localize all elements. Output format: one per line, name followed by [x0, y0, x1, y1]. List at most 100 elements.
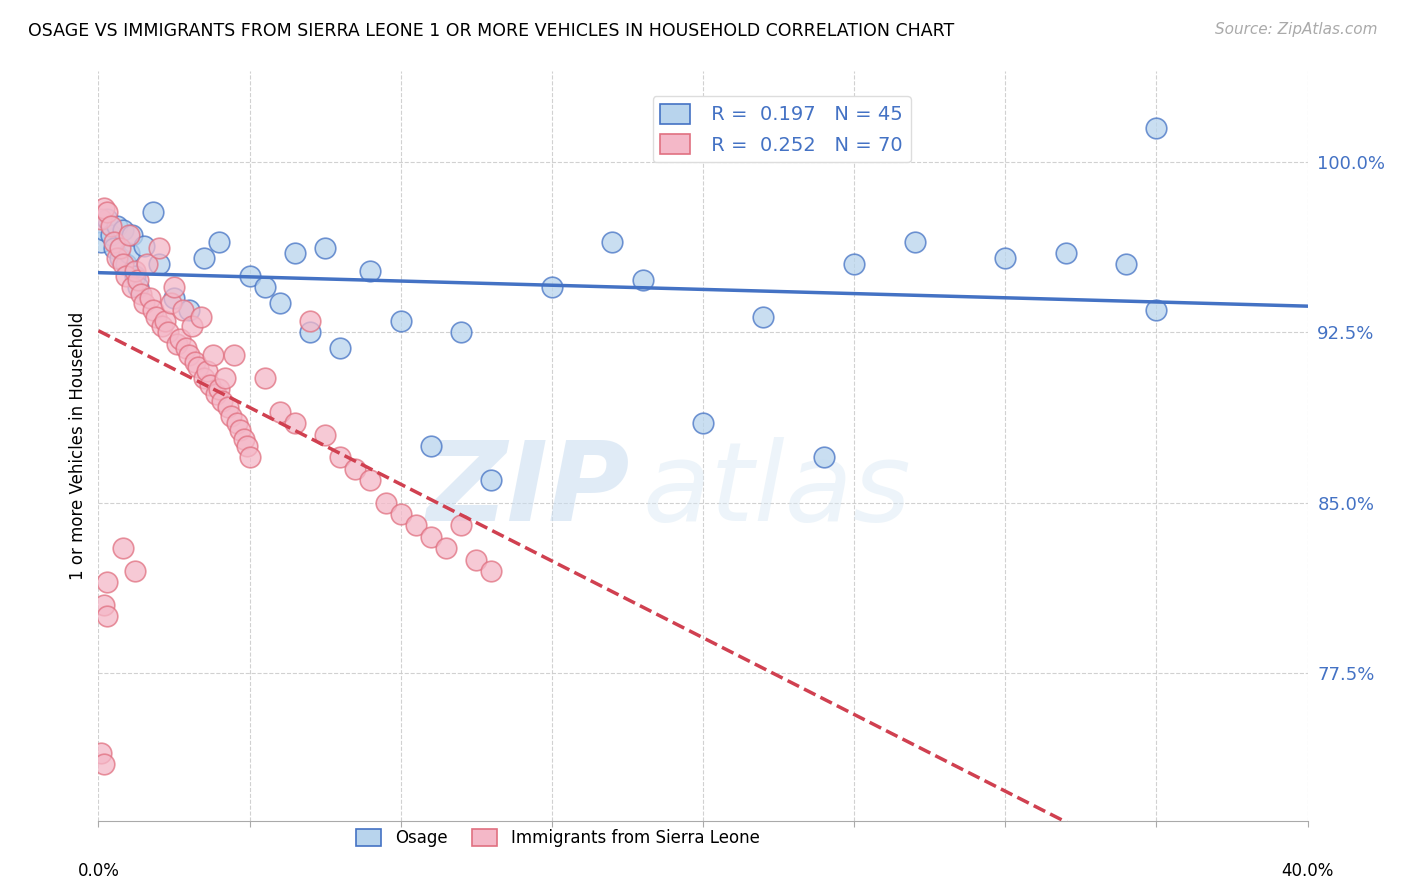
Point [163, 292, 186, 306]
Point [129, 286, 152, 301]
Point [420, 530, 443, 544]
Point [139, 292, 162, 306]
Point [813, 450, 835, 465]
Point [111, 541, 134, 556]
Point [111, 257, 134, 271]
Point [103, 235, 125, 249]
Point [100, 219, 122, 233]
Point [114, 257, 136, 271]
Point [142, 302, 165, 317]
Point [124, 264, 146, 278]
Point [211, 393, 233, 408]
Point [314, 427, 336, 442]
Point [163, 280, 186, 294]
Point [148, 257, 170, 271]
Point [187, 359, 209, 374]
Point [481, 564, 503, 578]
Point [405, 518, 427, 533]
Legend: Osage, Immigrants from Sierra Leone: Osage, Immigrants from Sierra Leone [350, 822, 766, 854]
Point [153, 314, 176, 328]
Point [105, 219, 128, 233]
Point [226, 417, 249, 431]
Point [96, 211, 118, 226]
Point [195, 364, 218, 378]
Point [179, 348, 201, 362]
Point [90, 235, 112, 249]
Point [235, 439, 257, 453]
Point [108, 242, 131, 256]
Text: 40.0%: 40.0% [1281, 862, 1334, 880]
Point [96, 609, 118, 624]
Point [239, 268, 262, 283]
Point [142, 205, 165, 219]
Point [1054, 246, 1077, 260]
Point [329, 450, 352, 465]
Point [1115, 257, 1137, 271]
Point [166, 336, 188, 351]
Point [1144, 302, 1167, 317]
Point [132, 239, 155, 253]
Point [631, 273, 654, 287]
Point [114, 268, 136, 283]
Point [160, 296, 183, 310]
Point [450, 518, 472, 533]
Point [184, 355, 207, 369]
Point [193, 251, 215, 265]
Point [540, 280, 562, 294]
Point [93, 201, 115, 215]
Point [135, 257, 157, 271]
Point [121, 280, 143, 294]
Point [96, 575, 118, 590]
Point [118, 246, 141, 260]
Point [127, 280, 149, 294]
Point [93, 598, 115, 612]
Point [314, 242, 336, 256]
Text: ZIP: ZIP [427, 437, 630, 544]
Point [169, 332, 191, 346]
Point [205, 386, 228, 401]
Text: atlas: atlas [643, 437, 911, 544]
Point [156, 326, 179, 340]
Point [181, 318, 204, 333]
Point [434, 541, 457, 556]
Point [90, 211, 112, 226]
Y-axis label: 1 or more Vehicles in Household: 1 or more Vehicles in Household [69, 312, 87, 580]
Point [269, 296, 291, 310]
Point [103, 242, 125, 256]
Point [148, 242, 170, 256]
Point [374, 496, 396, 510]
Point [132, 296, 155, 310]
Point [193, 371, 215, 385]
Point [172, 302, 194, 317]
Point [93, 223, 115, 237]
Point [229, 423, 252, 437]
Point [100, 227, 122, 242]
Point [93, 756, 115, 771]
Point [174, 342, 197, 356]
Point [450, 326, 472, 340]
Point [465, 552, 488, 566]
Point [127, 273, 149, 287]
Point [481, 473, 503, 487]
Point [994, 251, 1017, 265]
Text: Source: ZipAtlas.com: Source: ZipAtlas.com [1215, 22, 1378, 37]
Point [208, 235, 231, 249]
Point [269, 405, 291, 419]
Point [150, 318, 173, 333]
Point [111, 223, 134, 237]
Point [200, 377, 222, 392]
Point [253, 371, 276, 385]
Point [299, 314, 322, 328]
Point [202, 348, 225, 362]
Point [329, 342, 352, 356]
Point [124, 564, 146, 578]
Point [299, 326, 322, 340]
Point [190, 310, 212, 324]
Point [344, 461, 367, 475]
Point [420, 439, 443, 453]
Point [692, 417, 714, 431]
Point [844, 257, 866, 271]
Text: OSAGE VS IMMIGRANTS FROM SIERRA LEONE 1 OR MORE VEHICLES IN HOUSEHOLD CORRELATIO: OSAGE VS IMMIGRANTS FROM SIERRA LEONE 1 … [28, 22, 955, 40]
Text: 0.0%: 0.0% [77, 862, 120, 880]
Point [90, 746, 112, 760]
